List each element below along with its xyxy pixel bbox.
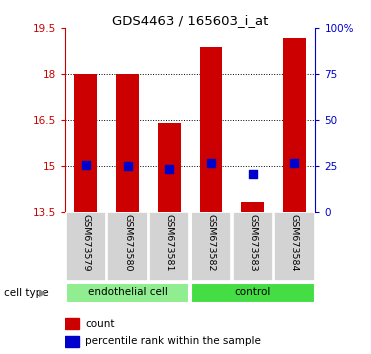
FancyBboxPatch shape (191, 282, 315, 303)
Text: endothelial cell: endothelial cell (88, 287, 167, 297)
Text: count: count (85, 319, 115, 329)
Point (166, 167, 172, 172)
Text: GSM673583: GSM673583 (248, 215, 257, 272)
Bar (74, 74, 97, 212)
FancyBboxPatch shape (233, 212, 273, 281)
Text: control: control (234, 287, 271, 297)
Text: GSM673584: GSM673584 (290, 215, 299, 272)
FancyBboxPatch shape (108, 212, 148, 281)
Text: cell type: cell type (4, 288, 48, 298)
Text: ▶: ▶ (39, 288, 46, 298)
Bar (200, 47, 223, 212)
Text: GSM673581: GSM673581 (165, 215, 174, 272)
Bar (65, 318, 79, 329)
FancyBboxPatch shape (66, 282, 189, 303)
Point (208, 160, 214, 166)
Title: GDS4463 / 165603_i_at: GDS4463 / 165603_i_at (112, 14, 268, 27)
Bar (283, 38, 306, 212)
Point (292, 160, 298, 166)
Text: GSM673582: GSM673582 (207, 215, 216, 272)
Point (125, 164, 131, 169)
FancyBboxPatch shape (66, 212, 106, 281)
Point (83, 162, 89, 168)
Text: percentile rank within the sample: percentile rank within the sample (85, 336, 261, 346)
Text: GSM673580: GSM673580 (123, 215, 132, 272)
Bar (241, 202, 264, 212)
Bar (158, 124, 181, 212)
Text: GSM673579: GSM673579 (81, 215, 90, 272)
Point (250, 171, 256, 177)
Bar (116, 74, 139, 212)
FancyBboxPatch shape (191, 212, 231, 281)
FancyBboxPatch shape (275, 212, 315, 281)
FancyBboxPatch shape (149, 212, 189, 281)
Bar (65, 336, 79, 347)
